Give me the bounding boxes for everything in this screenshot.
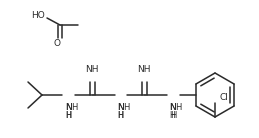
Text: N: N xyxy=(170,103,176,112)
Text: NH: NH xyxy=(85,66,99,75)
Text: Cl: Cl xyxy=(219,92,228,102)
Text: N: N xyxy=(65,103,72,112)
Text: N: N xyxy=(169,103,176,112)
Text: N: N xyxy=(117,103,124,112)
Text: NH: NH xyxy=(137,66,151,75)
Text: H: H xyxy=(123,103,130,112)
Text: H: H xyxy=(71,103,77,112)
Text: H: H xyxy=(117,111,123,120)
Text: H: H xyxy=(169,111,175,120)
Text: HO: HO xyxy=(31,10,45,19)
Text: H: H xyxy=(170,111,176,120)
Text: H: H xyxy=(117,111,123,120)
Text: O: O xyxy=(54,39,61,48)
Text: H: H xyxy=(65,111,71,120)
Text: H: H xyxy=(175,103,181,112)
Text: N: N xyxy=(117,103,123,112)
Text: H: H xyxy=(65,111,71,120)
Text: N: N xyxy=(65,103,71,112)
